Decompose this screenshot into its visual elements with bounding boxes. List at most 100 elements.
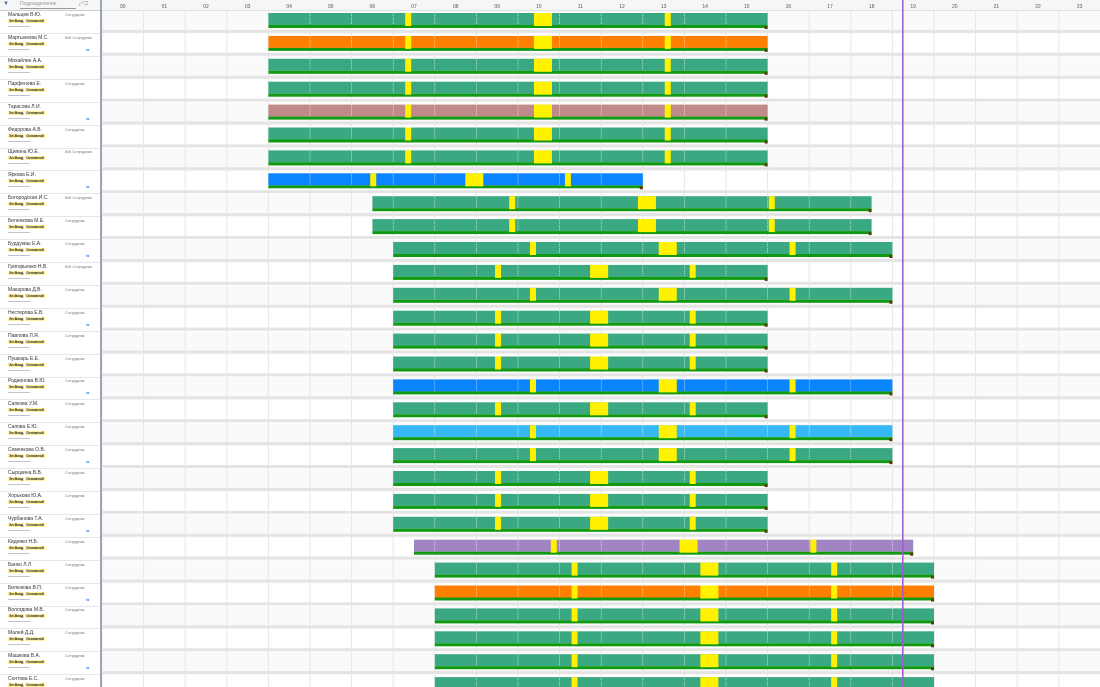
employee-row[interactable]: Родионова В.Ю. Сотрудник Эл.Вход Основной ⇆: [0, 377, 100, 401]
end-marker: [764, 277, 768, 281]
hour-label: 17: [827, 4, 833, 10]
employee-row[interactable]: Михайлин А.А. Эл.Вход Основной: [0, 57, 100, 80]
shift-bar: [372, 196, 872, 209]
employee-row[interactable]: Малей Д.Д. Сотрудник Эл.Вход Основной: [0, 629, 100, 653]
schedule-chart[interactable]: 00 01 02 03 04 05 06 07 08 09 10 11 12 13 14 15 16 17 18 19…: [102, 0, 1100, 687]
employee-name: Машкова В.А.: [8, 653, 41, 660]
break-marker: [700, 631, 719, 645]
employee-role: Сотрудник: [65, 126, 85, 132]
employee-row[interactable]: Нестерова Е.В. Сотрудник Эл.Вход Основной ⇆: [0, 309, 100, 332]
shift-baseline: [393, 299, 893, 303]
employee-tags: Эл.Вход Основной: [8, 545, 45, 550]
employee-row[interactable]: Кидняко Н.Б. Сотрудник Эл.Вход Основной: [0, 538, 100, 561]
employee-tags: Эл.Вход Основной: [8, 454, 45, 459]
schedule-svg[interactable]: 00 01 02 03 04 05 06 07 08 09 10 11 12 13 14 15 16 17 18 19…: [102, 0, 1100, 687]
break-marker: [495, 310, 502, 324]
employee-row[interactable]: Беленкова М.Е. Сотрудник Эл.Вход Основной: [0, 217, 100, 241]
employee-row[interactable]: Мальцев В.Ю. Сотрудник Эл.Вход Основной: [0, 11, 100, 34]
filter-icon[interactable]: ▼: [3, 1, 9, 7]
employee-row[interactable]: Сапкова У.М. Сотрудник Эл.Вход Основной: [0, 400, 100, 424]
shift-baseline: [268, 93, 768, 97]
employee-row[interactable]: Федорова А.В. Сотрудник Эл.Вход Основной: [0, 126, 100, 149]
divider: [8, 71, 30, 75]
shift-baseline: [268, 185, 643, 189]
hour-label: 01: [162, 4, 168, 10]
employee-row[interactable]: Пушкарь Е.Е. Сотрудник Эл.Вход Основной: [0, 355, 100, 378]
end-marker: [764, 369, 768, 373]
divider: [8, 48, 30, 52]
employee-row[interactable]: Банко Л.Л. Сотрудник Эл.Вход Основной: [0, 561, 100, 584]
employee-role: Сотрудник: [65, 218, 85, 224]
employee-row[interactable]: Билюкова В.П. Сотрудник Эл.Вход Основной ⇆: [0, 584, 100, 607]
employee-row[interactable]: Яркова Е.И. Эл.Вход Основной ⇆: [0, 171, 100, 195]
scales-icon[interactable]: ⇆: [86, 46, 90, 52]
employee-row[interactable]: Парфенова Е. Сотрудник Эл.Вход Основной: [0, 80, 100, 103]
end-marker: [764, 346, 768, 350]
break-marker: [590, 356, 609, 370]
employee-row[interactable]: Хорькова Ю.А. Сотрудник Эл.Вход Основной: [0, 492, 100, 515]
break-marker: [664, 104, 671, 118]
hour-label: 07: [411, 4, 417, 10]
employee-row[interactable]: Бурдукиш Е.А. Сотрудник Эл.Вход Основной ⇆: [0, 240, 100, 263]
employee-row[interactable]: Сырцкина В.В. Сотрудник Эл.Вход Основной: [0, 469, 100, 492]
scales-icon[interactable]: ⇆: [86, 184, 90, 190]
employee-row[interactable]: Машкова В.А. Сотрудник Эл.Вход Основной ⇆: [0, 652, 100, 676]
employee-name: Щипина Ю.Е.: [8, 149, 40, 156]
employee-row[interactable]: Макарова Д.В. Сотрудник Эл.Вход Основной: [0, 286, 100, 309]
scales-icon[interactable]: ⇆: [86, 115, 90, 121]
employee-row[interactable]: Сонтова Е.С. Сотрудник Эл.Вход Основной: [0, 675, 100, 687]
break-marker: [533, 127, 552, 141]
break-marker: [590, 402, 609, 416]
break-marker: [658, 287, 677, 301]
scales-icon[interactable]: ⇆: [86, 527, 90, 533]
employee-tags: Эл.Вход Основной: [8, 477, 45, 481]
employee-row[interactable]: Григорьенко Н.В. ВЖ Сотрудник Эл.Вход Основ…: [0, 263, 100, 286]
scales-icon[interactable]: ⇆: [86, 321, 90, 327]
hour-label: 00: [120, 4, 126, 10]
employee-row[interactable]: Семенкова О.В. Сотрудник Эл.Вход Основной ⇆: [0, 446, 100, 470]
break-marker: [689, 333, 696, 347]
employee-name: Малей Д.Д.: [8, 630, 35, 637]
scales-icon[interactable]: ⇆: [86, 390, 90, 396]
employee-row[interactable]: Сапова Е.Ю. Сотрудник Эл.Вход Основной: [0, 423, 100, 447]
employee-tags: Эл.Вход Основной: [8, 202, 45, 207]
time-header: [102, 0, 1100, 11]
scales-icon[interactable]: ⇆: [86, 253, 90, 258]
break-marker: [664, 13, 671, 26]
break-marker: [571, 631, 578, 645]
employee-row[interactable]: Вологдова М.В. Сотрудник Эл.Вход Основной: [0, 606, 100, 630]
employee-tags: Эл.Вход Основной: [8, 499, 45, 504]
employee-row[interactable]: Чурбанова Т.А. Сотрудник Эл.Вход Основной ⇆: [0, 515, 100, 538]
shift-baseline: [268, 162, 768, 166]
employee-tags: Эл.Вход Основной: [8, 270, 45, 275]
close-icon[interactable]: ⤢ ☐: [79, 1, 89, 7]
employee-name: Парфенова Е.: [8, 80, 42, 87]
break-marker: [495, 264, 502, 278]
employee-name: Семенкова О.В.: [8, 447, 46, 454]
scales-icon[interactable]: ⇆: [86, 596, 90, 602]
employee-row[interactable]: Щипина Ю.Е. ВЖ Сотрудник Эл.Вход Основной: [0, 148, 100, 172]
shift-baseline: [393, 414, 768, 418]
employee-tags: Эл.Вход Основной: [8, 110, 45, 115]
employee-name: Сырцкина В.В.: [8, 470, 43, 476]
break-marker: [590, 516, 609, 530]
break-marker: [571, 562, 578, 576]
divider: [8, 621, 30, 624]
employee-row[interactable]: Мартынкова М.С. ВЖ Сотрудник Эл.Вход Основн…: [0, 34, 100, 57]
break-marker: [529, 287, 536, 301]
scales-icon[interactable]: ⇆: [86, 665, 90, 671]
scales-icon[interactable]: ⇆: [86, 459, 90, 465]
shift-bar: [393, 356, 768, 369]
employee-row[interactable]: Богородская И.С. ВЖ Сотрудник Эл.Вход Основ…: [0, 194, 100, 218]
employee-row[interactable]: Тарасова Л.И. Эл.Вход Основной ⇆: [0, 103, 100, 126]
break-marker: [495, 333, 502, 347]
break-marker: [509, 219, 516, 233]
hour-label: 06: [370, 4, 376, 10]
hour-label: 14: [702, 4, 708, 10]
divider: [8, 140, 30, 144]
search-input[interactable]: Подразделение: [20, 1, 76, 9]
shift-baseline: [393, 254, 893, 257]
employee-tags: Эл.Вход Основной: [8, 87, 45, 92]
employee-row[interactable]: Павлова Л.Я. Сотрудник Эл.Вход Основной: [0, 332, 100, 355]
shift-bar: [268, 173, 643, 186]
